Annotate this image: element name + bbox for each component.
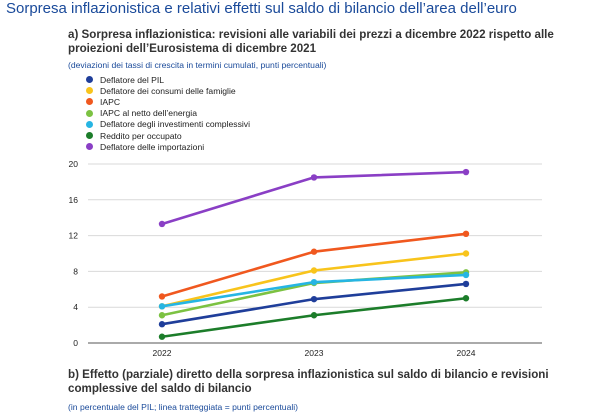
y-tick-label: 12 xyxy=(69,231,79,241)
legend-item: IAPC xyxy=(86,96,250,107)
data-point-deflatore-del-pil xyxy=(310,295,318,303)
data-point-iapc xyxy=(462,230,470,238)
y-tick-label: 20 xyxy=(69,159,79,169)
data-point-deflatore-degli-investimenti-complessivi xyxy=(310,278,318,286)
legend-marker xyxy=(86,120,93,128)
legend-marker xyxy=(86,87,93,95)
legend-marker xyxy=(86,132,93,140)
data-point-deflatore-del-pil xyxy=(462,280,470,288)
data-point-deflatore-degli-investimenti-complessivi xyxy=(158,303,166,310)
chart-a-title: a) Sorpresa inflazionistica: revisioni a… xyxy=(68,28,554,55)
data-point-reddito-per-occupato xyxy=(158,333,166,340)
chart-b-title: b) Effetto (parziale) diretto della sorp… xyxy=(68,368,549,395)
data-point-deflatore-delle-importazioni xyxy=(310,174,318,181)
y-tick-label: 4 xyxy=(73,302,78,312)
x-tick-label: 2023 xyxy=(305,348,324,358)
legend-item: Deflatore degli investimenti complessivi xyxy=(86,119,250,130)
data-point-reddito-per-occupato xyxy=(462,295,470,302)
data-point-deflatore-delle-importazioni xyxy=(158,220,166,228)
data-point-iapc-al-netto-dell-energia xyxy=(158,312,166,319)
legend-label: Deflatore delle importazioni xyxy=(100,141,205,152)
chart-axes: 0 4 8 12 16 20 2022 2023 2024 xyxy=(69,159,476,358)
legend-item: Deflatore delle importazioni xyxy=(86,141,250,152)
series-line-iapc-al-netto-dell-energia xyxy=(161,270,467,317)
legend-label: Deflatore degli investimenti complessivi xyxy=(100,119,250,130)
data-point-reddito-per-occupato xyxy=(310,312,318,319)
data-point-deflatore-delle-importazioni xyxy=(462,168,470,176)
legend-label: IAPC xyxy=(100,96,121,107)
legend-label: Deflatore dei consumi delle famiglie xyxy=(100,85,236,96)
chart-series xyxy=(158,168,470,340)
legend-marker xyxy=(86,109,93,117)
chart-b-subtitle: (in percentuale del PIL; linea tratteggi… xyxy=(68,402,299,412)
data-point-deflatore-dei-consumi-delle-famiglie xyxy=(310,267,318,274)
chart-legend: Deflatore del PIL Deflatore dei consumi d… xyxy=(86,74,250,152)
data-point-iapc xyxy=(158,293,166,300)
legend-marker xyxy=(86,76,93,84)
y-tick-label: 16 xyxy=(69,195,79,205)
legend-marker xyxy=(86,143,93,151)
data-point-deflatore-dei-consumi-delle-famiglie xyxy=(462,250,470,257)
legend-marker xyxy=(86,98,93,106)
legend-item: Deflatore del PIL xyxy=(86,74,250,85)
x-tick-label: 2022 xyxy=(153,348,172,358)
data-point-iapc xyxy=(310,248,318,255)
legend-label: IAPC al netto dell’energia xyxy=(100,108,197,119)
data-point-deflatore-del-pil xyxy=(158,321,166,328)
legend-item: Deflatore dei consumi delle famiglie xyxy=(86,85,250,96)
legend-label: Deflatore del PIL xyxy=(100,74,165,85)
legend-item: Reddito per occupato xyxy=(86,130,250,141)
y-tick-label: 0 xyxy=(73,338,78,348)
legend-item: IAPC al netto dell’energia xyxy=(86,108,250,119)
data-point-deflatore-degli-investimenti-complessivi xyxy=(462,271,470,279)
chart-a-subtitle: (deviazioni dei tassi di crescita in ter… xyxy=(68,60,327,70)
page-title: Sorpresa inflazionistica e relativi effe… xyxy=(6,0,517,17)
y-tick-label: 8 xyxy=(73,266,78,276)
legend-label: Reddito per occupato xyxy=(100,130,182,141)
x-tick-label: 2024 xyxy=(457,348,476,358)
series-line-iapc xyxy=(161,232,467,298)
